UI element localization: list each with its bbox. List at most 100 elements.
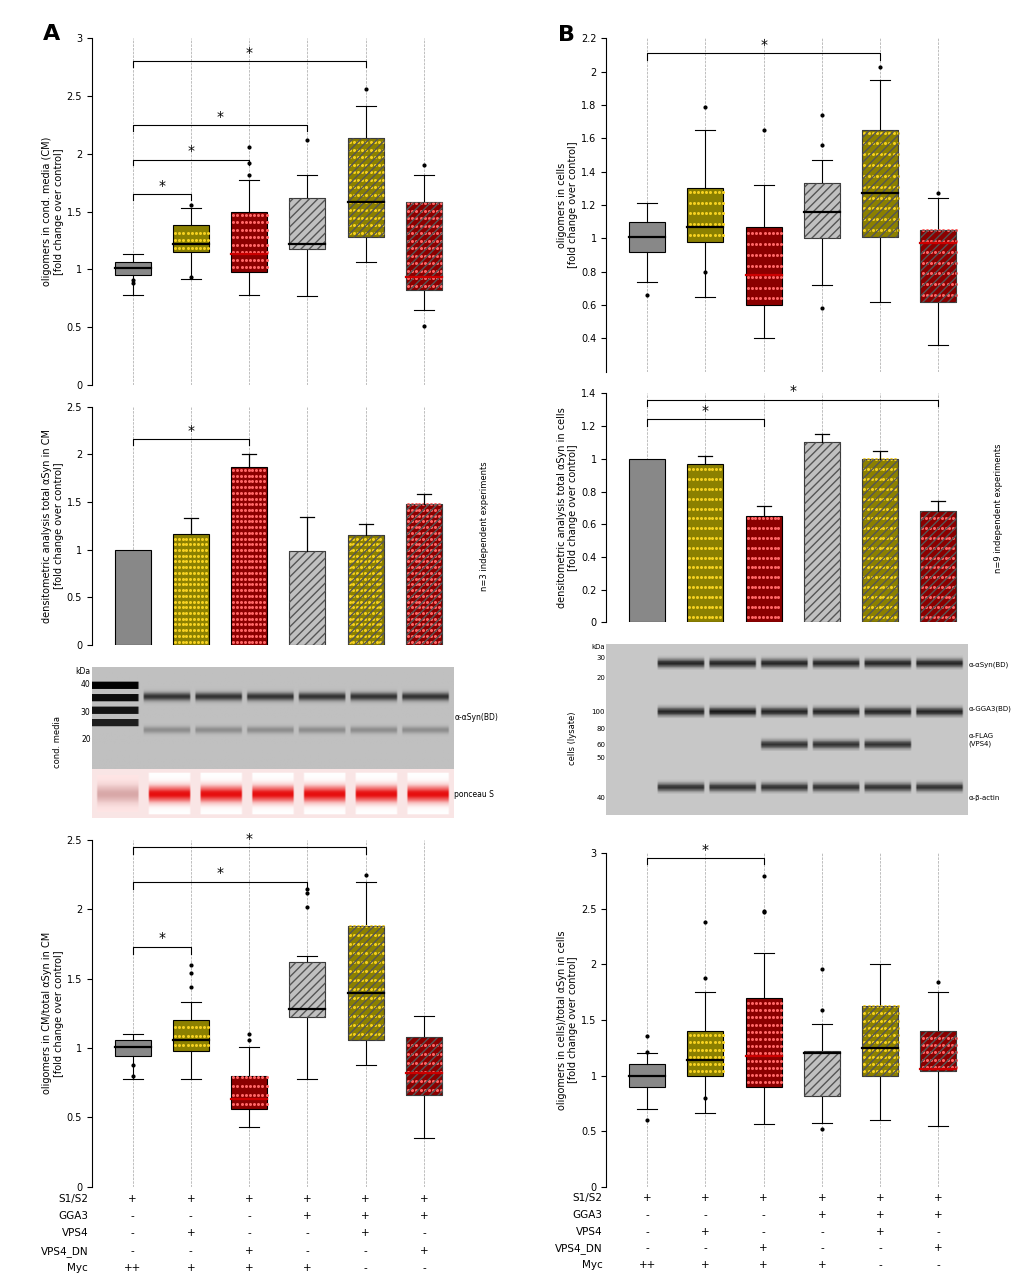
Text: -: - (305, 1229, 309, 1238)
Text: α-FLAG
(VPS4): α-FLAG (VPS4) (968, 732, 993, 746)
Bar (803, 184, 839, 239)
Text: -: - (761, 1210, 765, 1220)
Text: *: * (246, 46, 253, 60)
Text: -: - (247, 1229, 251, 1238)
Bar (289, 962, 325, 1017)
Bar (803, 1051, 839, 1096)
Bar (745, 227, 781, 305)
Bar (289, 198, 325, 249)
Y-axis label: oligomers in cells)/total αSyn in cells
[fold change over control]: oligomers in cells)/total αSyn in cells … (556, 930, 578, 1110)
Text: +: + (875, 1193, 883, 1203)
Bar (745, 516, 781, 623)
Text: n=9 independent experiments: n=9 independent experiments (994, 443, 1002, 573)
Text: -: - (130, 1229, 135, 1238)
Bar (347, 138, 383, 237)
Text: -: - (703, 1243, 706, 1253)
Text: ++: ++ (124, 1263, 141, 1273)
Bar (231, 467, 267, 644)
Text: +: + (817, 1259, 825, 1270)
Bar (861, 1005, 898, 1076)
Text: +: + (700, 1193, 709, 1203)
Text: +: + (933, 1193, 942, 1203)
Text: -: - (761, 1226, 765, 1236)
Text: A: A (43, 24, 60, 45)
Text: α-αSyn(BD): α-αSyn(BD) (968, 661, 1008, 667)
Text: +: + (186, 1229, 195, 1238)
Text: +: + (245, 1263, 253, 1273)
Text: +: + (303, 1211, 312, 1221)
Text: +: + (817, 1210, 825, 1220)
Text: +: + (758, 1259, 767, 1270)
Text: -: - (422, 1263, 425, 1273)
Text: -: - (364, 1245, 367, 1256)
Text: +: + (758, 1193, 767, 1203)
Text: +: + (933, 1243, 942, 1253)
Text: +: + (642, 1193, 651, 1203)
Bar (114, 263, 151, 276)
Text: -: - (189, 1211, 193, 1221)
Text: S1/S2: S1/S2 (58, 1193, 88, 1203)
Bar (803, 443, 839, 623)
Bar (919, 1031, 956, 1071)
Text: 50: 50 (596, 755, 604, 762)
Text: ++: ++ (638, 1259, 655, 1270)
Text: +: + (245, 1193, 253, 1203)
Bar (114, 1040, 151, 1057)
Bar (919, 512, 956, 623)
Text: +: + (361, 1211, 370, 1221)
Text: +: + (875, 1226, 883, 1236)
Text: -: - (422, 1229, 425, 1238)
Bar (289, 551, 325, 644)
Bar (687, 1031, 722, 1076)
Text: 40: 40 (596, 795, 604, 800)
Text: *: * (216, 110, 223, 124)
Bar (919, 512, 956, 623)
Bar (289, 551, 325, 644)
Text: GGA3: GGA3 (58, 1211, 88, 1221)
Text: -: - (819, 1243, 823, 1253)
Text: *: * (158, 179, 165, 193)
Text: B: B (557, 26, 575, 45)
Text: α-GGA3(BD): α-GGA3(BD) (968, 706, 1011, 712)
Bar (803, 1051, 839, 1096)
Text: Myc: Myc (581, 1259, 602, 1270)
Text: α-β-actin: α-β-actin (968, 795, 999, 800)
Bar (347, 926, 383, 1040)
Text: VPS4_DN: VPS4_DN (41, 1245, 88, 1257)
Text: -: - (819, 1226, 823, 1236)
Text: 20: 20 (81, 735, 91, 744)
Text: VPS4: VPS4 (61, 1229, 88, 1238)
Y-axis label: densitometric analysis total αSyn in cells
[fold change over control]: densitometric analysis total αSyn in cel… (556, 407, 578, 609)
Text: -: - (877, 1259, 881, 1270)
Text: 60: 60 (595, 741, 604, 748)
Bar (289, 962, 325, 1017)
Text: -: - (645, 1210, 648, 1220)
Bar (687, 463, 722, 623)
Text: 80: 80 (595, 726, 604, 732)
Bar (919, 230, 956, 301)
Bar (406, 1037, 441, 1095)
Text: +: + (245, 1245, 253, 1256)
Text: α-αSyn(BD): α-αSyn(BD) (453, 713, 497, 722)
Text: -: - (935, 1226, 940, 1236)
Text: -: - (305, 1245, 309, 1256)
Bar (745, 998, 781, 1087)
Text: 100: 100 (591, 709, 604, 716)
Text: -: - (645, 1243, 648, 1253)
Bar (687, 189, 722, 241)
Text: S1/S2: S1/S2 (572, 1193, 602, 1203)
Text: ponceau S: ponceau S (453, 790, 493, 799)
Text: +: + (758, 1243, 767, 1253)
Text: *: * (187, 424, 195, 438)
Text: +: + (361, 1229, 370, 1238)
Text: *: * (187, 144, 195, 158)
Bar (172, 535, 209, 644)
Text: -: - (935, 1259, 940, 1270)
Bar (406, 203, 441, 290)
Text: +: + (361, 1193, 370, 1203)
Text: -: - (877, 1243, 881, 1253)
Bar (629, 222, 664, 251)
Text: +: + (419, 1193, 428, 1203)
Text: +: + (875, 1210, 883, 1220)
Text: -: - (364, 1263, 367, 1273)
